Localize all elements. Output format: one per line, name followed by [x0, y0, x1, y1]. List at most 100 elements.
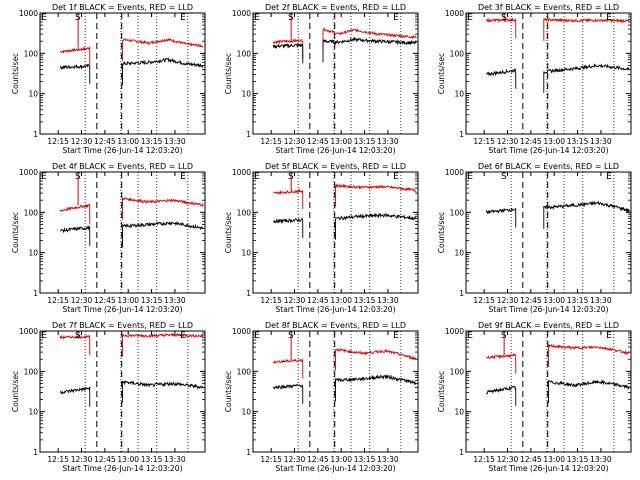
x-tick-label: 12:15	[260, 296, 282, 305]
lld-series-line	[59, 334, 91, 356]
y-tick-label: 100	[237, 49, 252, 58]
y-tick-label: 1	[246, 130, 251, 139]
x-tick-label: 12:45	[307, 296, 329, 305]
x-tick-label: 13:00	[543, 296, 565, 305]
y-tick-label: 1000	[445, 327, 464, 336]
y-axis-label: Counts/sec	[437, 212, 446, 253]
plot-frame	[465, 171, 632, 294]
x-tick-label: 13:15	[354, 296, 376, 305]
x-tick-label: 13:15	[141, 137, 163, 146]
y-tick-label: 1	[246, 448, 251, 457]
y-tick-label: 1000	[232, 327, 251, 336]
x-axis-label: Start Time (26-Jun-14 12:03:20)	[63, 305, 183, 314]
lld-series-line	[59, 46, 91, 66]
plot-frame	[39, 330, 206, 453]
events-series-line	[272, 217, 304, 239]
marker-label-e: E	[180, 331, 186, 341]
x-tick-label: 13:30	[377, 137, 399, 146]
lld-series-line	[122, 197, 204, 220]
plot-frame	[465, 330, 632, 453]
x-tick-label: 12:45	[307, 137, 329, 146]
lld-series-line	[485, 17, 517, 39]
y-tick-label: 10	[241, 90, 251, 99]
y-tick-label: 100	[450, 49, 465, 58]
lld-series-line	[273, 188, 304, 210]
x-tick-label: 12:15	[473, 296, 495, 305]
y-tick-label: 10	[28, 249, 38, 258]
x-tick-label: 13:15	[354, 455, 376, 464]
x-tick-label: 12:30	[497, 455, 519, 464]
x-tick-label: 13:00	[543, 455, 565, 464]
marker-label-e: E	[393, 331, 399, 341]
marker-label-e: E	[393, 13, 399, 23]
marker-label-e: E	[606, 172, 612, 182]
x-tick-label: 13:00	[330, 455, 352, 464]
x-tick-label: 12:45	[94, 455, 116, 464]
x-tick-label: 12:30	[71, 455, 93, 464]
x-tick-label: 13:00	[117, 455, 139, 464]
marker-label-e: E	[606, 13, 612, 23]
x-tick-label: 12:45	[94, 137, 116, 146]
marker-label-s: S	[288, 13, 294, 23]
x-tick-label: 12:30	[497, 296, 519, 305]
plot-frame	[39, 171, 206, 294]
y-tick-label: 10	[241, 408, 251, 417]
y-axis-label: Counts/sec	[437, 53, 446, 94]
panel-title: Det 4f BLACK = Events, RED = LLD	[52, 162, 193, 171]
x-tick-label: 13:30	[590, 137, 612, 146]
y-tick-label: 1	[246, 289, 251, 298]
y-tick-label: 1	[33, 130, 38, 139]
plot-frame	[465, 12, 632, 135]
x-tick-label: 13:15	[141, 296, 163, 305]
panel-title: Det 3f BLACK = Events, RED = LLD	[478, 3, 619, 12]
y-tick-label: 1	[33, 448, 38, 457]
x-tick-label: 13:30	[590, 455, 612, 464]
events-series-line	[486, 68, 517, 89]
x-axis-label: Start Time (26-Jun-14 12:03:20)	[489, 305, 609, 314]
x-axis-label: Start Time (26-Jun-14 12:03:20)	[276, 305, 396, 314]
marker-label-e: E	[41, 13, 47, 23]
y-tick-label: 10	[241, 249, 251, 258]
events-series-line	[59, 63, 91, 84]
events-series-line	[335, 212, 417, 240]
x-tick-label: 13:30	[590, 296, 612, 305]
x-tick-label: 13:30	[164, 296, 186, 305]
y-tick-label: 10	[454, 408, 464, 417]
lld-series-line	[272, 38, 304, 59]
y-tick-label: 1	[459, 289, 464, 298]
x-tick-label: 12:15	[473, 455, 495, 464]
x-tick-label: 12:15	[260, 137, 282, 146]
x-tick-label: 13:30	[164, 455, 186, 464]
panel-title: Det 2f BLACK = Events, RED = LLD	[265, 3, 406, 12]
panel-title: Det 6f BLACK = Events, RED = LLD	[478, 162, 619, 171]
events-series-line	[122, 379, 204, 403]
marker-label-e: E	[467, 172, 473, 182]
y-tick-label: 1000	[445, 9, 464, 18]
x-axis-label: Start Time (26-Jun-14 12:03:20)	[489, 464, 609, 473]
events-series-line	[485, 207, 517, 228]
y-tick-label: 100	[24, 49, 39, 58]
lld-series-line	[59, 203, 91, 224]
y-tick-label: 1	[33, 289, 38, 298]
x-tick-label: 12:45	[94, 296, 116, 305]
marker-label-s: S	[501, 172, 507, 182]
y-tick-label: 100	[450, 208, 465, 217]
y-axis-label: Counts/sec	[437, 371, 446, 412]
marker-label-s: S	[288, 331, 294, 341]
marker-label-e: E	[393, 172, 399, 182]
x-tick-label: 13:30	[164, 137, 186, 146]
x-tick-label: 12:30	[497, 137, 519, 146]
x-tick-label: 13:00	[330, 137, 352, 146]
events-series-line	[543, 200, 630, 229]
events-series-line	[122, 57, 204, 85]
lld-series-line	[548, 343, 630, 367]
